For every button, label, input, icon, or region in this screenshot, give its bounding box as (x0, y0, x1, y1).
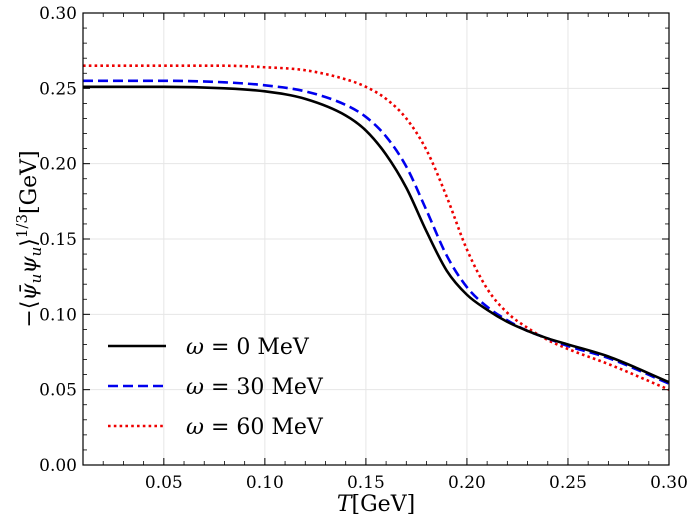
series-line-0 (83, 85, 670, 384)
legend-label-omega-30: ω = 30 MeV (186, 375, 324, 400)
x-axis-unit: [GeV] (352, 492, 416, 517)
x-tick-labels: 0.05 0.10 0.15 0.20 0.25 0.30 (145, 473, 688, 493)
x-axis-title: T[GeV] (337, 492, 415, 517)
y-axis-unit: [GeV] (17, 150, 42, 214)
y-axis-psi: ψ (17, 256, 42, 274)
y-axis-suffix: ⟩ (17, 238, 42, 247)
x-tick-label: 0.25 (549, 473, 587, 493)
series-line-2 (83, 64, 670, 391)
legend: ω = 0 MeV ω = 30 MeV ω = 60 MeV (108, 335, 324, 440)
series-lines (83, 64, 670, 391)
y-tick-label: 0.25 (39, 79, 77, 99)
y-axis-sub2: u (27, 247, 45, 257)
x-tick-label: 0.15 (347, 473, 385, 493)
y-tick-label: 0.00 (39, 456, 77, 476)
y-tick-label: 0.30 (39, 4, 77, 24)
x-tick-label: 0.30 (650, 473, 688, 493)
y-axis-power: 1/3 (13, 214, 31, 238)
ticks (82, 12, 670, 466)
x-tick-label: 0.20 (448, 473, 486, 493)
y-tick-labels: 0.00 0.05 0.10 0.15 0.20 0.25 0.30 (39, 4, 77, 476)
x-tick-label: 0.10 (246, 473, 284, 493)
y-axis-title: −⟨ψ̄uψu⟩1/3[GeV] (13, 150, 45, 327)
y-axis-psibar: ψ̄ (17, 283, 42, 301)
x-tick-label: 0.05 (145, 473, 183, 493)
y-tick-label: 0.15 (39, 230, 77, 250)
legend-label-omega-0: ω = 0 MeV (186, 335, 310, 360)
legend-label-omega-60: ω = 60 MeV (186, 415, 324, 440)
y-axis-sub1: u (27, 274, 45, 284)
y-tick-label: 0.05 (39, 381, 77, 401)
y-tick-label: 0.20 (39, 155, 77, 175)
y-tick-label: 0.10 (39, 305, 77, 325)
y-axis-prefix: −⟨ (17, 301, 42, 328)
x-axis-variable: T (337, 492, 354, 517)
